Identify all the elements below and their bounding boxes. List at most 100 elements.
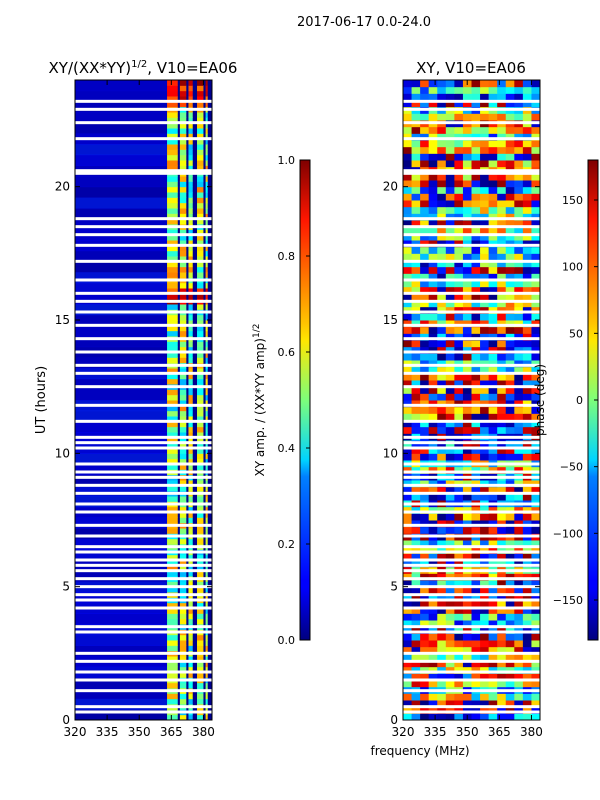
phase-cell bbox=[454, 480, 464, 488]
amplitude-x-tick-label: 335 bbox=[96, 725, 119, 739]
amplitude-colorbar: 0.00.20.40.60.81.0 XY amp. / (XX*YY amp)… bbox=[252, 154, 311, 647]
amplitude-flagged-row bbox=[75, 99, 212, 103]
phase-cell bbox=[522, 386, 532, 394]
phase-cell bbox=[497, 466, 507, 474]
phase-cell bbox=[403, 600, 413, 608]
phase-cell bbox=[462, 480, 472, 488]
phase-cell bbox=[497, 300, 507, 308]
amplitude-cell bbox=[188, 213, 193, 220]
phase-cell bbox=[420, 186, 430, 194]
amplitude-cell bbox=[197, 485, 204, 492]
phase-cell bbox=[411, 246, 421, 254]
phase-cell bbox=[514, 146, 524, 154]
amplitude-cell bbox=[179, 272, 187, 278]
phase-cell bbox=[488, 553, 498, 561]
phase-cell bbox=[403, 146, 413, 154]
amplitude-cell bbox=[167, 672, 178, 678]
phase-cell bbox=[488, 286, 498, 294]
phase-cell bbox=[420, 140, 430, 148]
phase-cell bbox=[437, 700, 447, 708]
phase-cell bbox=[514, 140, 524, 148]
phase-cell bbox=[531, 386, 540, 394]
phase-cell bbox=[514, 546, 524, 554]
phase-cell bbox=[437, 146, 447, 154]
phase-cell bbox=[471, 400, 481, 408]
phase-cell bbox=[437, 613, 447, 621]
phase-cell bbox=[428, 580, 438, 588]
phase-cell bbox=[454, 393, 464, 401]
amplitude-cell bbox=[188, 197, 193, 204]
phase-cell bbox=[454, 486, 464, 494]
amplitude-cell bbox=[197, 378, 204, 385]
phase-cell bbox=[505, 673, 515, 681]
phase-cell bbox=[514, 353, 524, 361]
phase-cell bbox=[522, 480, 532, 488]
amplitude-cell bbox=[179, 208, 187, 214]
amplitude-cell bbox=[179, 416, 187, 422]
phase-cell bbox=[454, 426, 464, 434]
amplitude-cell bbox=[167, 448, 178, 454]
phase-cell bbox=[428, 386, 438, 394]
phase-cell bbox=[514, 586, 524, 594]
phase-cell bbox=[505, 266, 515, 274]
phase-cell bbox=[505, 606, 515, 614]
phase-cell bbox=[437, 480, 447, 488]
phase-cell bbox=[462, 133, 472, 141]
phase-cell bbox=[437, 593, 447, 601]
phase-cell bbox=[437, 606, 447, 614]
amplitude-cell bbox=[188, 368, 193, 374]
phase-cell bbox=[437, 666, 447, 674]
amplitude-cell bbox=[167, 645, 178, 652]
phase-cell bbox=[471, 573, 481, 581]
phase-cell bbox=[428, 640, 438, 648]
phase-cell bbox=[471, 600, 481, 608]
phase-cell bbox=[411, 633, 421, 641]
phase-cell bbox=[411, 160, 421, 168]
phase-cell bbox=[471, 306, 481, 314]
phase-cell bbox=[437, 713, 447, 720]
phase-cell bbox=[514, 413, 524, 421]
amplitude-cell bbox=[179, 485, 187, 492]
phase-cell bbox=[531, 646, 540, 654]
phase-cell bbox=[445, 233, 455, 241]
phase-cell bbox=[454, 206, 464, 214]
amplitude-cell bbox=[75, 272, 168, 284]
amplitude-flagged-row bbox=[75, 107, 212, 111]
phase-cell bbox=[411, 180, 421, 188]
phase-cell bbox=[514, 206, 524, 214]
amplitude-cell bbox=[188, 314, 193, 321]
amplitude-flagged-row bbox=[75, 710, 212, 714]
phase-cell bbox=[471, 313, 481, 321]
amplitude-cell bbox=[188, 565, 193, 572]
phase-cell bbox=[411, 406, 421, 414]
phase-cell bbox=[420, 546, 430, 554]
phase-cell bbox=[462, 360, 472, 368]
amplitude-cell bbox=[167, 458, 178, 465]
phase-cell bbox=[471, 700, 481, 708]
phase-cell bbox=[420, 666, 430, 674]
phase-cell bbox=[437, 313, 447, 321]
phase-cell bbox=[445, 546, 455, 554]
amplitude-cell bbox=[167, 698, 178, 705]
phase-cell bbox=[497, 486, 507, 494]
phase-flagged-row bbox=[403, 569, 540, 573]
phase-cell bbox=[411, 506, 421, 514]
phase-cell bbox=[471, 393, 481, 401]
phase-cell bbox=[505, 660, 515, 668]
amplitude-flagged-row bbox=[75, 217, 212, 221]
phase-flagged-row bbox=[403, 593, 540, 597]
phase-cell bbox=[420, 86, 430, 94]
amplitude-cell bbox=[197, 197, 204, 204]
amplitude-flagged-row bbox=[75, 558, 212, 562]
phase-cell bbox=[480, 233, 490, 241]
phase-cell bbox=[522, 146, 532, 154]
phase-cell bbox=[445, 613, 455, 621]
phase-cell bbox=[505, 340, 515, 348]
amplitude-cell bbox=[167, 128, 178, 134]
phase-cell bbox=[505, 86, 515, 94]
phase-cell bbox=[437, 280, 447, 288]
phase-cell bbox=[454, 626, 464, 634]
amplitude-cell bbox=[179, 581, 187, 588]
amplitude-cell bbox=[179, 432, 187, 438]
phase-cell bbox=[437, 600, 447, 608]
